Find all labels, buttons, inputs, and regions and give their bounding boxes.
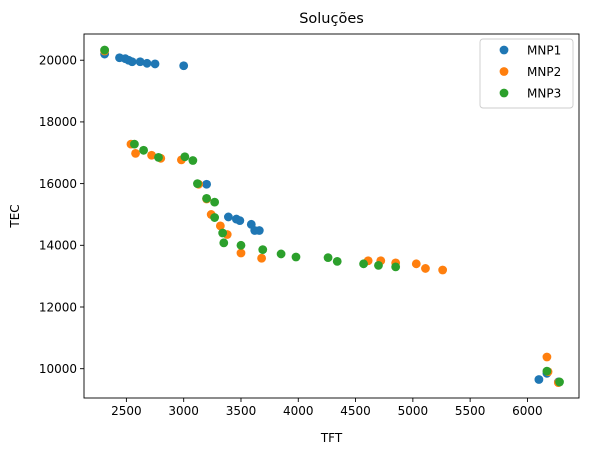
y-tick-label: 16000 xyxy=(39,177,77,191)
y-tick-label: 14000 xyxy=(39,239,77,253)
point-mnp3 xyxy=(218,228,228,238)
point-mnp3 xyxy=(202,194,212,203)
legend-marker-mnp3 xyxy=(499,88,509,98)
x-tick-label: 3000 xyxy=(168,404,199,418)
legend-label-mnp2: MNP2 xyxy=(527,65,561,79)
plot-frame xyxy=(83,33,580,399)
legend-marker-mnp2 xyxy=(499,67,509,76)
y-tick-label: 10000 xyxy=(39,362,77,376)
point-mnp2 xyxy=(438,265,448,275)
point-mnp3 xyxy=(359,259,368,269)
legend-label-mnp3: MNP3 xyxy=(527,86,561,100)
point-mnp3 xyxy=(219,238,229,248)
point-mnp2 xyxy=(411,259,421,269)
x-tick-label: 5500 xyxy=(455,404,486,418)
x-tick-label: 4500 xyxy=(340,404,371,418)
point-mnp2 xyxy=(131,148,140,158)
point-mnp3 xyxy=(188,156,198,165)
point-mnp3 xyxy=(555,377,564,387)
point-mnp1 xyxy=(135,57,145,67)
point-mnp3 xyxy=(210,197,220,207)
point-mnp3 xyxy=(291,252,301,262)
x-tick-label: 2500 xyxy=(111,404,142,418)
point-mnp1 xyxy=(150,59,160,69)
point-mnp2 xyxy=(257,253,267,263)
point-mnp1 xyxy=(202,179,212,189)
legend-label-mnp1: MNP1 xyxy=(527,43,561,57)
point-mnp3 xyxy=(391,262,401,272)
y-axis-label: TEC xyxy=(8,204,22,228)
point-mnp2 xyxy=(421,264,430,273)
point-mnp3 xyxy=(180,152,190,162)
chart-title: Soluções xyxy=(299,11,364,27)
point-mnp2 xyxy=(542,352,552,362)
x-tick-label: 4000 xyxy=(283,404,314,418)
y-tick-label: 12000 xyxy=(39,300,77,314)
legend: MNP1 MNP2 MNP3 xyxy=(479,38,574,109)
legend-marker-mnp1 xyxy=(499,45,509,55)
x-tick-label: 3500 xyxy=(226,404,257,418)
point-mnp3 xyxy=(236,240,246,250)
y-tick-label: 18000 xyxy=(39,115,77,129)
point-mnp3 xyxy=(542,366,552,376)
point-mnp3 xyxy=(130,139,139,149)
point-mnp1 xyxy=(142,58,152,68)
point-mnp3 xyxy=(258,245,268,255)
point-mnp3 xyxy=(374,260,383,270)
point-mnp1 xyxy=(534,375,544,384)
x-tick-label: 5000 xyxy=(398,404,429,418)
point-mnp3 xyxy=(139,145,148,155)
point-mnp1 xyxy=(179,61,189,71)
point-mnp2 xyxy=(147,150,157,160)
point-mnp1 xyxy=(223,212,233,222)
point-mnp3 xyxy=(323,253,333,263)
point-mnp3 xyxy=(276,249,286,259)
point-mnp2 xyxy=(236,248,246,258)
point-mnp1 xyxy=(235,216,245,226)
point-mnp3 xyxy=(100,45,110,55)
x-tick-label: 6000 xyxy=(512,404,543,418)
point-mnp1 xyxy=(254,226,264,235)
point-mnp3 xyxy=(154,152,163,162)
point-mnp1 xyxy=(127,57,137,67)
point-mnp3 xyxy=(193,179,202,189)
point-mnp3 xyxy=(210,213,220,222)
x-axis-label: TFT xyxy=(320,431,343,445)
point-mnp2 xyxy=(215,221,225,231)
point-mnp3 xyxy=(332,256,342,266)
y-tick-label: 20000 xyxy=(39,54,77,68)
